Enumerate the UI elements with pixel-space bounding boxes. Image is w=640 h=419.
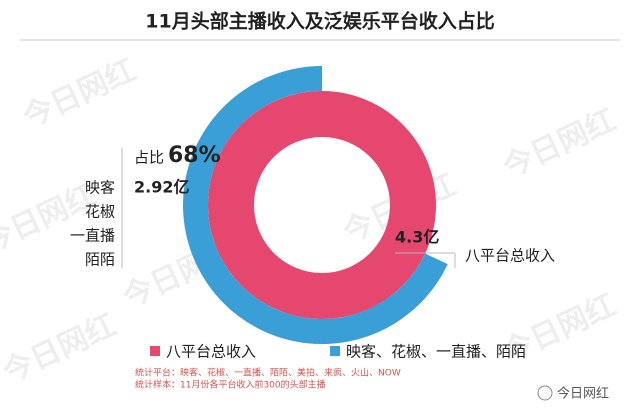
logo-icon	[537, 385, 553, 401]
left-label: 花椒	[85, 203, 115, 221]
legend-label: 映客、花椒、一直播、陌陌	[346, 343, 526, 361]
left-label: 一直播	[70, 227, 115, 245]
total-ring	[208, 91, 436, 319]
left-label: 陌陌	[85, 251, 115, 269]
legend-swatch	[330, 346, 340, 356]
legend-label: 八平台总收入	[166, 343, 256, 361]
pink-value: 4.3亿	[395, 228, 439, 247]
share-value: 68%	[168, 143, 221, 168]
note: 统计样本：11月份各平台收入前300的头部主播	[135, 379, 326, 391]
right-label: 八平台总收入	[465, 247, 555, 265]
blue-value: 2.92亿	[134, 178, 189, 197]
note: 统计平台：映客、花椒、一直播、陌陌、美拍、来疯、火山、NOW	[135, 367, 401, 379]
logo: 今日网红	[557, 386, 609, 402]
chart-title: 11月头部主播收入及泛娱乐平台收入占比	[145, 10, 494, 33]
left-label: 映客	[85, 179, 115, 197]
legend-swatch	[150, 346, 160, 356]
share-label: 占比	[134, 149, 164, 167]
